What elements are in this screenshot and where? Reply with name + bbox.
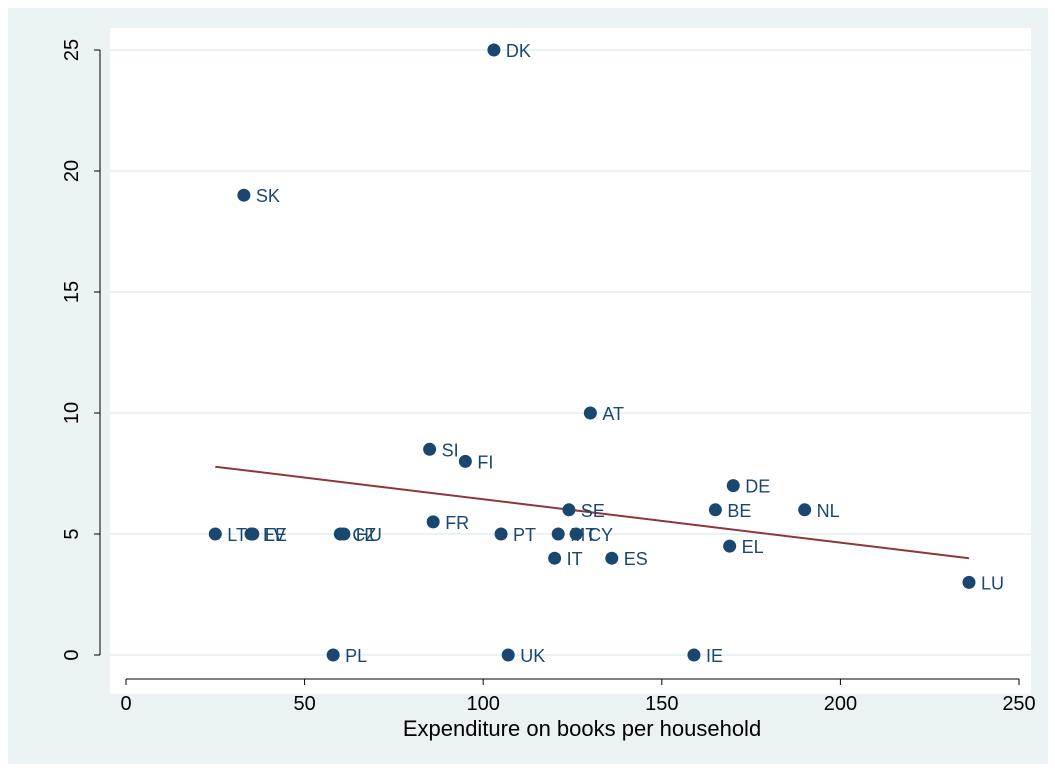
x-tick-label: 100 <box>467 693 500 715</box>
data-point-si <box>423 442 437 456</box>
data-point-pt <box>494 527 508 541</box>
data-point-at <box>583 406 597 420</box>
x-tick-label: 250 <box>1002 693 1035 715</box>
data-point-lv <box>246 527 260 541</box>
point-label-pt: PT <box>513 525 536 545</box>
data-point-uk <box>501 648 515 662</box>
x-tick-label: 0 <box>120 693 131 715</box>
point-label-it: IT <box>567 549 583 569</box>
data-point-be <box>708 503 722 517</box>
point-label-lt: LT <box>227 525 247 545</box>
x-tick-label: 50 <box>293 693 315 715</box>
fit-line <box>215 465 970 560</box>
point-label-lv: LV <box>265 525 286 545</box>
y-tick-label: 5 <box>61 528 83 539</box>
point-label-se: SE <box>581 501 605 521</box>
data-point-pl <box>326 648 340 662</box>
point-label-lu: LU <box>981 573 1004 593</box>
data-point-se <box>562 503 576 517</box>
x-tick-label: 200 <box>824 693 857 715</box>
data-point-hu <box>337 527 351 541</box>
point-label-be: BE <box>727 501 751 521</box>
point-label-fr: FR <box>445 513 469 533</box>
point-label-nl: NL <box>817 501 840 521</box>
data-point-lu <box>962 575 976 589</box>
y-tick-label: 15 <box>61 281 83 303</box>
y-tick-label: 10 <box>61 402 83 424</box>
point-label-es: ES <box>624 549 648 569</box>
data-point-mt <box>551 527 565 541</box>
data-point-lt <box>208 527 222 541</box>
point-label-cy: CY <box>588 525 613 545</box>
point-label-si: SI <box>442 440 459 460</box>
data-point-el <box>723 539 737 553</box>
data-point-cy <box>569 527 583 541</box>
data-point-sk <box>237 188 251 202</box>
point-label-uk: UK <box>520 646 545 666</box>
y-tick-label: 25 <box>61 39 83 61</box>
data-point-de <box>726 479 740 493</box>
data-point-es <box>605 551 619 565</box>
data-point-fi <box>458 454 472 468</box>
axes <box>99 50 1019 680</box>
data-point-nl <box>798 503 812 517</box>
y-tick-label: 20 <box>61 160 83 182</box>
x-tick-label: 150 <box>645 693 678 715</box>
point-label-de: DE <box>745 477 770 497</box>
data-point-it <box>548 551 562 565</box>
data-point-fr <box>426 515 440 529</box>
point-label-ee: EE <box>263 525 287 545</box>
data-point-ie <box>687 648 701 662</box>
chart-frame: DK SK AT SI FI DE SE BE NL FR LT EE LV CZ HU PT MT CY EL IT… <box>8 8 1048 764</box>
point-label-ie: IE <box>706 646 723 666</box>
y-tick-label: 0 <box>61 649 83 660</box>
x-axis-title: Expenditure on books per household <box>403 716 761 741</box>
point-label-hu: HU <box>356 525 382 545</box>
point-label-cz: CZ <box>352 525 376 545</box>
point-label-pl: PL <box>345 646 367 666</box>
grid-lines <box>110 49 1031 656</box>
point-label-sk: SK <box>256 186 280 206</box>
plot-area <box>110 28 1031 694</box>
fit-line-group <box>215 465 970 560</box>
point-label-dk: DK <box>506 41 531 61</box>
point-label-el: EL <box>742 537 764 557</box>
point-label-at: AT <box>602 404 624 424</box>
data-point-dk <box>487 43 501 57</box>
point-label-fi: FI <box>477 452 493 472</box>
